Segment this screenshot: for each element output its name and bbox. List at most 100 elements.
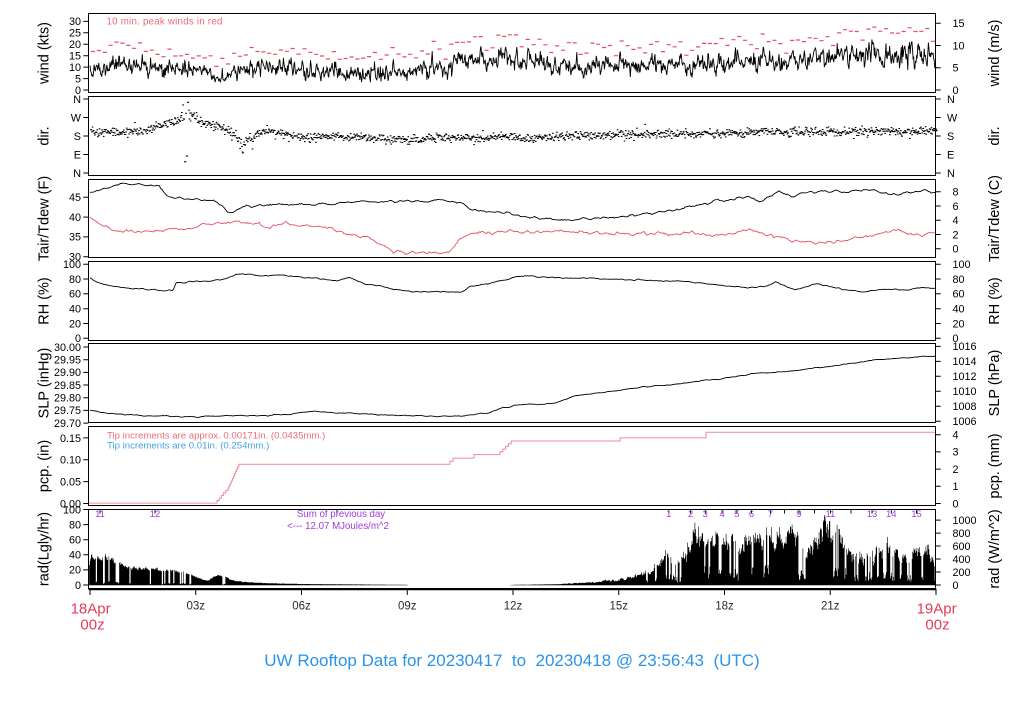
- svg-text:2: 2: [688, 509, 693, 520]
- svg-text:15: 15: [953, 18, 965, 30]
- svg-text:200: 200: [953, 567, 971, 579]
- svg-text:4: 4: [953, 215, 959, 227]
- svg-text:1008: 1008: [953, 401, 977, 413]
- svg-text:20: 20: [69, 39, 81, 51]
- svg-text:RH (%): RH (%): [987, 277, 1003, 325]
- svg-text:N: N: [947, 94, 955, 106]
- svg-text:13: 13: [867, 509, 878, 520]
- svg-text:E: E: [74, 149, 81, 161]
- svg-text:19Apr: 19Apr: [917, 601, 957, 618]
- svg-text:rad (W/m^2): rad (W/m^2): [987, 509, 1003, 588]
- svg-text:30: 30: [69, 16, 81, 28]
- svg-text:20: 20: [69, 565, 81, 577]
- svg-text:20: 20: [953, 318, 965, 330]
- svg-text:11: 11: [95, 509, 105, 520]
- svg-text:00z: 00z: [80, 617, 104, 634]
- svg-text:1: 1: [953, 481, 959, 493]
- svg-text:4: 4: [719, 509, 724, 520]
- svg-text:RH (%): RH (%): [37, 277, 53, 325]
- svg-text:29.90: 29.90: [54, 367, 81, 379]
- svg-text:pcp. (mm): pcp. (mm): [987, 433, 1003, 498]
- svg-text:N: N: [73, 168, 81, 180]
- svg-text:9: 9: [796, 509, 801, 520]
- svg-text:10 min. peak winds in red: 10 min. peak winds in red: [107, 17, 223, 28]
- svg-text:06z: 06z: [292, 601, 311, 613]
- svg-text:1012: 1012: [953, 371, 977, 383]
- svg-text:0.05: 0.05: [60, 476, 81, 488]
- svg-text:29.85: 29.85: [54, 380, 81, 392]
- svg-text:SLP (inHg): SLP (inHg): [37, 348, 53, 419]
- svg-text:N: N: [947, 168, 955, 180]
- svg-text:45: 45: [69, 192, 81, 204]
- svg-text:8: 8: [953, 187, 959, 199]
- svg-text:1006: 1006: [953, 416, 977, 428]
- svg-text:09z: 09z: [398, 601, 417, 613]
- svg-text:5: 5: [734, 509, 739, 520]
- svg-text:0: 0: [953, 580, 959, 592]
- svg-text:0.10: 0.10: [60, 455, 81, 467]
- svg-text:11: 11: [825, 509, 835, 520]
- svg-text:40: 40: [69, 212, 81, 224]
- svg-text:40: 40: [953, 303, 965, 315]
- svg-text:0: 0: [75, 85, 81, 97]
- svg-text:W: W: [947, 112, 958, 124]
- svg-text:pcp. (in): pcp. (in): [37, 440, 53, 492]
- svg-text:rad(Lgly/hr): rad(Lgly/hr): [37, 512, 53, 586]
- svg-text:Sum of previous day: Sum of previous day: [297, 509, 385, 520]
- svg-text:5: 5: [953, 63, 959, 75]
- svg-text:dir.: dir.: [987, 126, 1003, 145]
- svg-text:18Apr: 18Apr: [71, 601, 111, 618]
- svg-text:12z: 12z: [504, 601, 523, 613]
- svg-text:29.80: 29.80: [54, 393, 81, 405]
- svg-text:0: 0: [75, 333, 81, 345]
- svg-text:12: 12: [150, 509, 161, 520]
- svg-text:6: 6: [953, 201, 959, 213]
- svg-text:W: W: [71, 112, 82, 124]
- svg-text:0: 0: [953, 498, 959, 510]
- svg-text:6: 6: [749, 509, 754, 520]
- svg-text:N: N: [73, 94, 81, 106]
- svg-text:600: 600: [953, 541, 971, 553]
- svg-text:800: 800: [953, 528, 971, 540]
- svg-text:0.15: 0.15: [60, 433, 81, 445]
- svg-text:S: S: [74, 131, 81, 143]
- svg-text:30: 30: [69, 252, 81, 264]
- svg-text:wind (m/s): wind (m/s): [987, 20, 1003, 88]
- svg-text:15z: 15z: [609, 601, 628, 613]
- svg-text:35: 35: [69, 232, 81, 244]
- svg-text:3: 3: [703, 509, 708, 520]
- svg-text:15: 15: [911, 509, 922, 520]
- svg-text:25: 25: [69, 28, 81, 40]
- svg-text:14: 14: [886, 509, 897, 520]
- svg-text:Tair/Tdew (F): Tair/Tdew (F): [37, 176, 53, 261]
- svg-text:2: 2: [953, 229, 959, 241]
- svg-text:40: 40: [69, 303, 81, 315]
- svg-text:SLP (hPa): SLP (hPa): [987, 350, 1003, 417]
- svg-text:10: 10: [69, 62, 81, 74]
- svg-text:wind (kts): wind (kts): [37, 22, 53, 85]
- svg-text:30.00: 30.00: [54, 342, 81, 354]
- svg-text:29.70: 29.70: [54, 418, 81, 430]
- svg-text:29.95: 29.95: [54, 354, 81, 366]
- svg-text:3: 3: [953, 447, 959, 459]
- svg-text:60: 60: [953, 289, 965, 301]
- svg-text:1000: 1000: [953, 515, 977, 527]
- svg-text:60: 60: [69, 535, 81, 547]
- svg-text:00z: 00z: [925, 617, 949, 634]
- svg-text:40: 40: [69, 550, 81, 562]
- svg-text:100: 100: [63, 259, 81, 271]
- svg-text:60: 60: [69, 289, 81, 301]
- svg-text:<--- 12.07 MJoules/m^2: <--- 12.07 MJoules/m^2: [287, 521, 389, 532]
- svg-text:1016: 1016: [953, 341, 977, 353]
- svg-text:1010: 1010: [953, 386, 977, 398]
- svg-text:18z: 18z: [715, 601, 734, 613]
- svg-text:100: 100: [63, 504, 81, 516]
- svg-text:10: 10: [953, 40, 965, 52]
- svg-text:0.00: 0.00: [60, 498, 81, 510]
- svg-text:5: 5: [75, 73, 81, 85]
- svg-text:100: 100: [953, 259, 971, 271]
- svg-text:1014: 1014: [953, 356, 977, 368]
- svg-text:dir.: dir.: [37, 126, 53, 145]
- svg-text:0: 0: [75, 580, 81, 592]
- svg-text:400: 400: [953, 554, 971, 566]
